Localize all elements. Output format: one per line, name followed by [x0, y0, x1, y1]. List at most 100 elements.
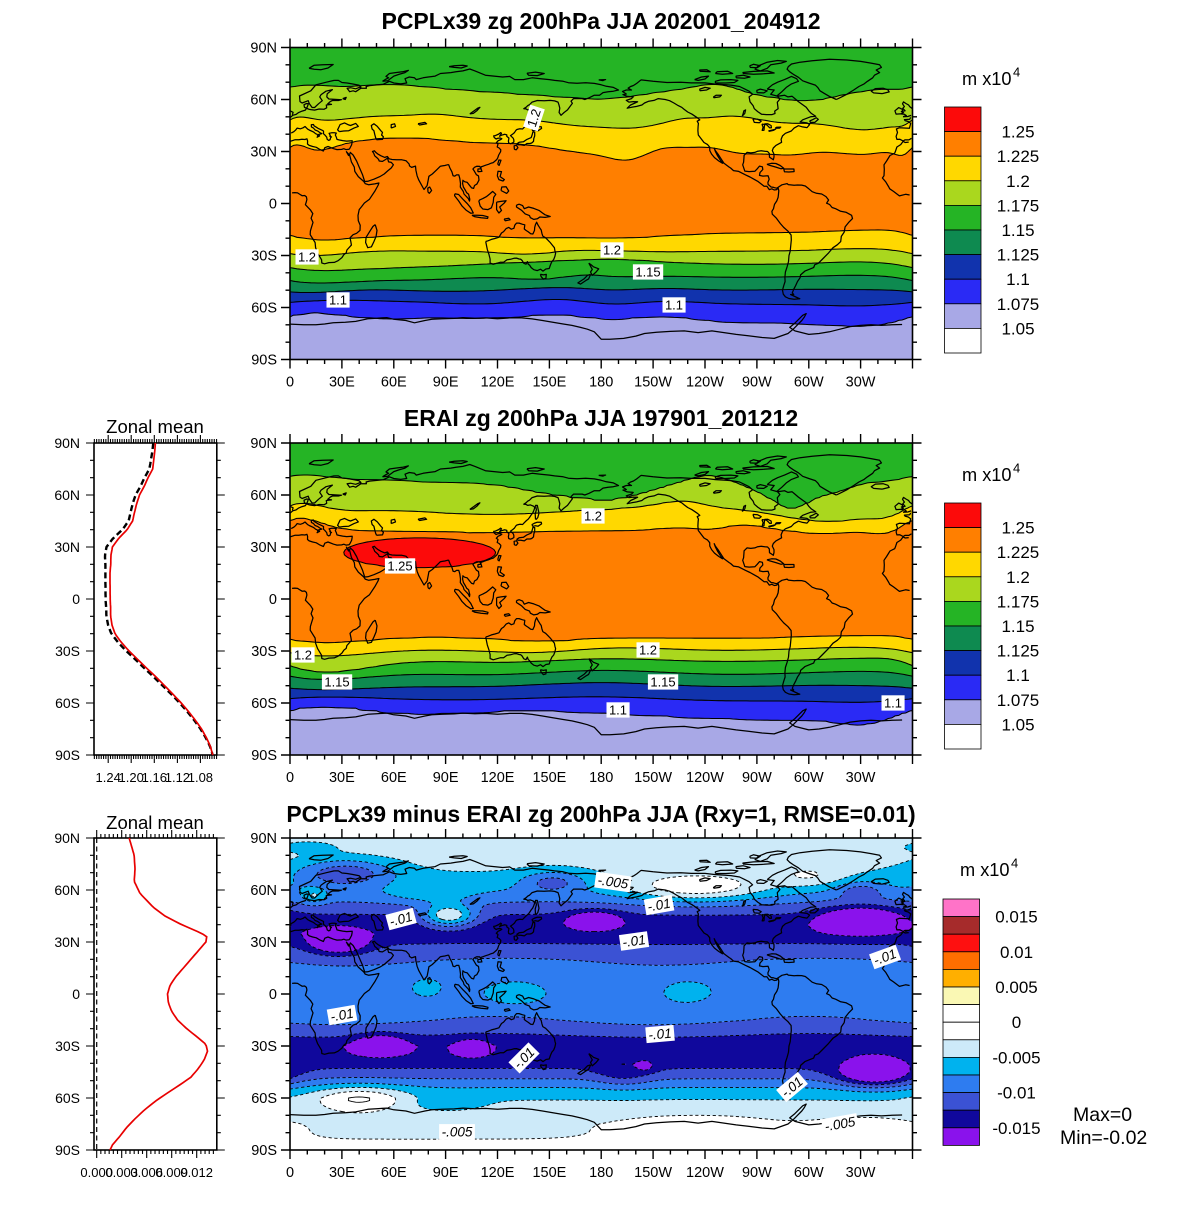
- svg-text:90E: 90E: [433, 375, 459, 391]
- svg-text:-0.005: -0.005: [992, 1048, 1040, 1067]
- svg-text:0: 0: [286, 1165, 294, 1181]
- svg-text:0.000: 0.000: [80, 1165, 113, 1180]
- svg-text:60N: 60N: [250, 488, 277, 504]
- svg-text:-.01: -.01: [648, 1026, 672, 1043]
- svg-text:90N: 90N: [54, 435, 80, 451]
- svg-text:1.225: 1.225: [997, 147, 1040, 166]
- svg-text:30E: 30E: [329, 375, 355, 391]
- svg-text:1.15: 1.15: [1001, 221, 1034, 240]
- svg-text:60N: 60N: [250, 93, 277, 109]
- svg-text:60S: 60S: [251, 1091, 277, 1107]
- svg-text:180: 180: [589, 770, 613, 786]
- svg-text:90W: 90W: [742, 375, 772, 391]
- svg-text:-.01: -.01: [872, 946, 899, 968]
- svg-text:0.006: 0.006: [130, 1165, 163, 1180]
- svg-text:180: 180: [589, 1165, 613, 1181]
- svg-text:Zonal mean: Zonal mean: [106, 812, 204, 833]
- svg-text:120W: 120W: [686, 1165, 724, 1181]
- svg-text:1.15: 1.15: [1001, 617, 1034, 636]
- svg-text:m x10: m x10: [962, 465, 1012, 485]
- svg-text:1.05: 1.05: [1001, 715, 1034, 734]
- svg-text:m x10: m x10: [962, 69, 1012, 89]
- svg-text:1.2: 1.2: [298, 249, 316, 264]
- svg-text:30E: 30E: [329, 1165, 355, 1181]
- svg-text:ERAI zg 200hPa JJA 197901_2012: ERAI zg 200hPa JJA 197901_201212: [404, 405, 798, 431]
- svg-text:0: 0: [72, 591, 80, 607]
- svg-text:1.05: 1.05: [1001, 319, 1034, 338]
- svg-text:60W: 60W: [794, 375, 824, 391]
- svg-text:1.25: 1.25: [1001, 123, 1034, 142]
- svg-text:1.1: 1.1: [665, 297, 683, 312]
- svg-text:-.01: -.01: [646, 896, 672, 915]
- svg-text:1.1: 1.1: [1006, 666, 1030, 685]
- svg-text:0.012: 0.012: [180, 1165, 213, 1180]
- svg-text:1.12: 1.12: [165, 770, 190, 785]
- svg-text:0.009: 0.009: [155, 1165, 188, 1180]
- svg-text:-.01: -.01: [329, 1006, 355, 1025]
- svg-text:60W: 60W: [794, 770, 824, 786]
- svg-text:PCPLx39 zg 200hPa JJA 202001_2: PCPLx39 zg 200hPa JJA 202001_204912: [381, 8, 820, 34]
- svg-text:1.2: 1.2: [584, 508, 602, 523]
- svg-text:1.24: 1.24: [96, 770, 121, 785]
- svg-text:1.2: 1.2: [1006, 172, 1030, 191]
- svg-text:90S: 90S: [55, 747, 80, 763]
- svg-text:30N: 30N: [250, 540, 277, 556]
- svg-text:90S: 90S: [251, 1143, 277, 1159]
- svg-text:1.2: 1.2: [294, 647, 312, 662]
- svg-text:1.125: 1.125: [997, 642, 1040, 661]
- svg-text:4: 4: [1011, 856, 1018, 871]
- svg-text:-.01: -.01: [621, 932, 646, 950]
- svg-text:Min=-0.02: Min=-0.02: [1060, 1127, 1147, 1149]
- svg-text:150E: 150E: [532, 770, 566, 786]
- svg-text:30N: 30N: [54, 539, 80, 555]
- svg-text:60N: 60N: [54, 882, 80, 898]
- svg-text:1.2: 1.2: [639, 642, 657, 657]
- svg-text:90W: 90W: [742, 770, 772, 786]
- svg-text:-.005: -.005: [442, 1125, 473, 1140]
- svg-text:30S: 30S: [251, 644, 277, 660]
- svg-text:30S: 30S: [55, 1038, 80, 1054]
- svg-text:1.08: 1.08: [188, 770, 213, 785]
- svg-text:90E: 90E: [433, 1165, 459, 1181]
- svg-text:0.003: 0.003: [105, 1165, 138, 1180]
- svg-text:60S: 60S: [251, 696, 277, 712]
- svg-text:1.16: 1.16: [142, 770, 167, 785]
- svg-text:30W: 30W: [846, 1165, 876, 1181]
- svg-text:30S: 30S: [251, 1039, 277, 1055]
- svg-text:1.1: 1.1: [609, 702, 627, 717]
- svg-text:30S: 30S: [55, 643, 80, 659]
- svg-text:60N: 60N: [54, 487, 80, 503]
- svg-text:0.01: 0.01: [1000, 943, 1033, 962]
- svg-text:-0.01: -0.01: [997, 1084, 1036, 1103]
- svg-text:0: 0: [269, 197, 277, 213]
- svg-text:60S: 60S: [55, 695, 80, 711]
- svg-text:-.005: -.005: [824, 1114, 857, 1134]
- svg-text:1.1: 1.1: [329, 292, 347, 307]
- svg-text:PCPLx39 minus ERAI zg 200hPa J: PCPLx39 minus ERAI zg 200hPa JJA (Rxy=1,…: [286, 801, 915, 827]
- svg-text:1.225: 1.225: [997, 543, 1040, 562]
- svg-text:0: 0: [72, 986, 80, 1002]
- svg-text:4: 4: [1013, 461, 1020, 476]
- svg-text:150W: 150W: [634, 1165, 672, 1181]
- svg-text:60E: 60E: [381, 770, 407, 786]
- svg-text:60S: 60S: [55, 1090, 80, 1106]
- svg-text:0: 0: [1012, 1013, 1021, 1032]
- svg-text:1.175: 1.175: [997, 592, 1040, 611]
- svg-text:30W: 30W: [846, 375, 876, 391]
- svg-text:120W: 120W: [686, 770, 724, 786]
- svg-text:1.15: 1.15: [635, 264, 660, 279]
- svg-text:Max=0: Max=0: [1073, 1104, 1132, 1126]
- svg-text:90S: 90S: [55, 1142, 80, 1158]
- svg-text:120E: 120E: [481, 770, 515, 786]
- svg-text:0.005: 0.005: [995, 978, 1038, 997]
- svg-text:30N: 30N: [54, 934, 80, 950]
- svg-text:0: 0: [286, 375, 294, 391]
- svg-text:150E: 150E: [532, 1165, 566, 1181]
- svg-text:1.25: 1.25: [387, 558, 412, 573]
- svg-text:90N: 90N: [54, 830, 80, 846]
- svg-text:1.25: 1.25: [1001, 519, 1034, 538]
- svg-text:90N: 90N: [250, 41, 277, 57]
- svg-text:30N: 30N: [250, 935, 277, 951]
- svg-text:1.1: 1.1: [1006, 270, 1030, 289]
- svg-text:1.2: 1.2: [524, 107, 544, 129]
